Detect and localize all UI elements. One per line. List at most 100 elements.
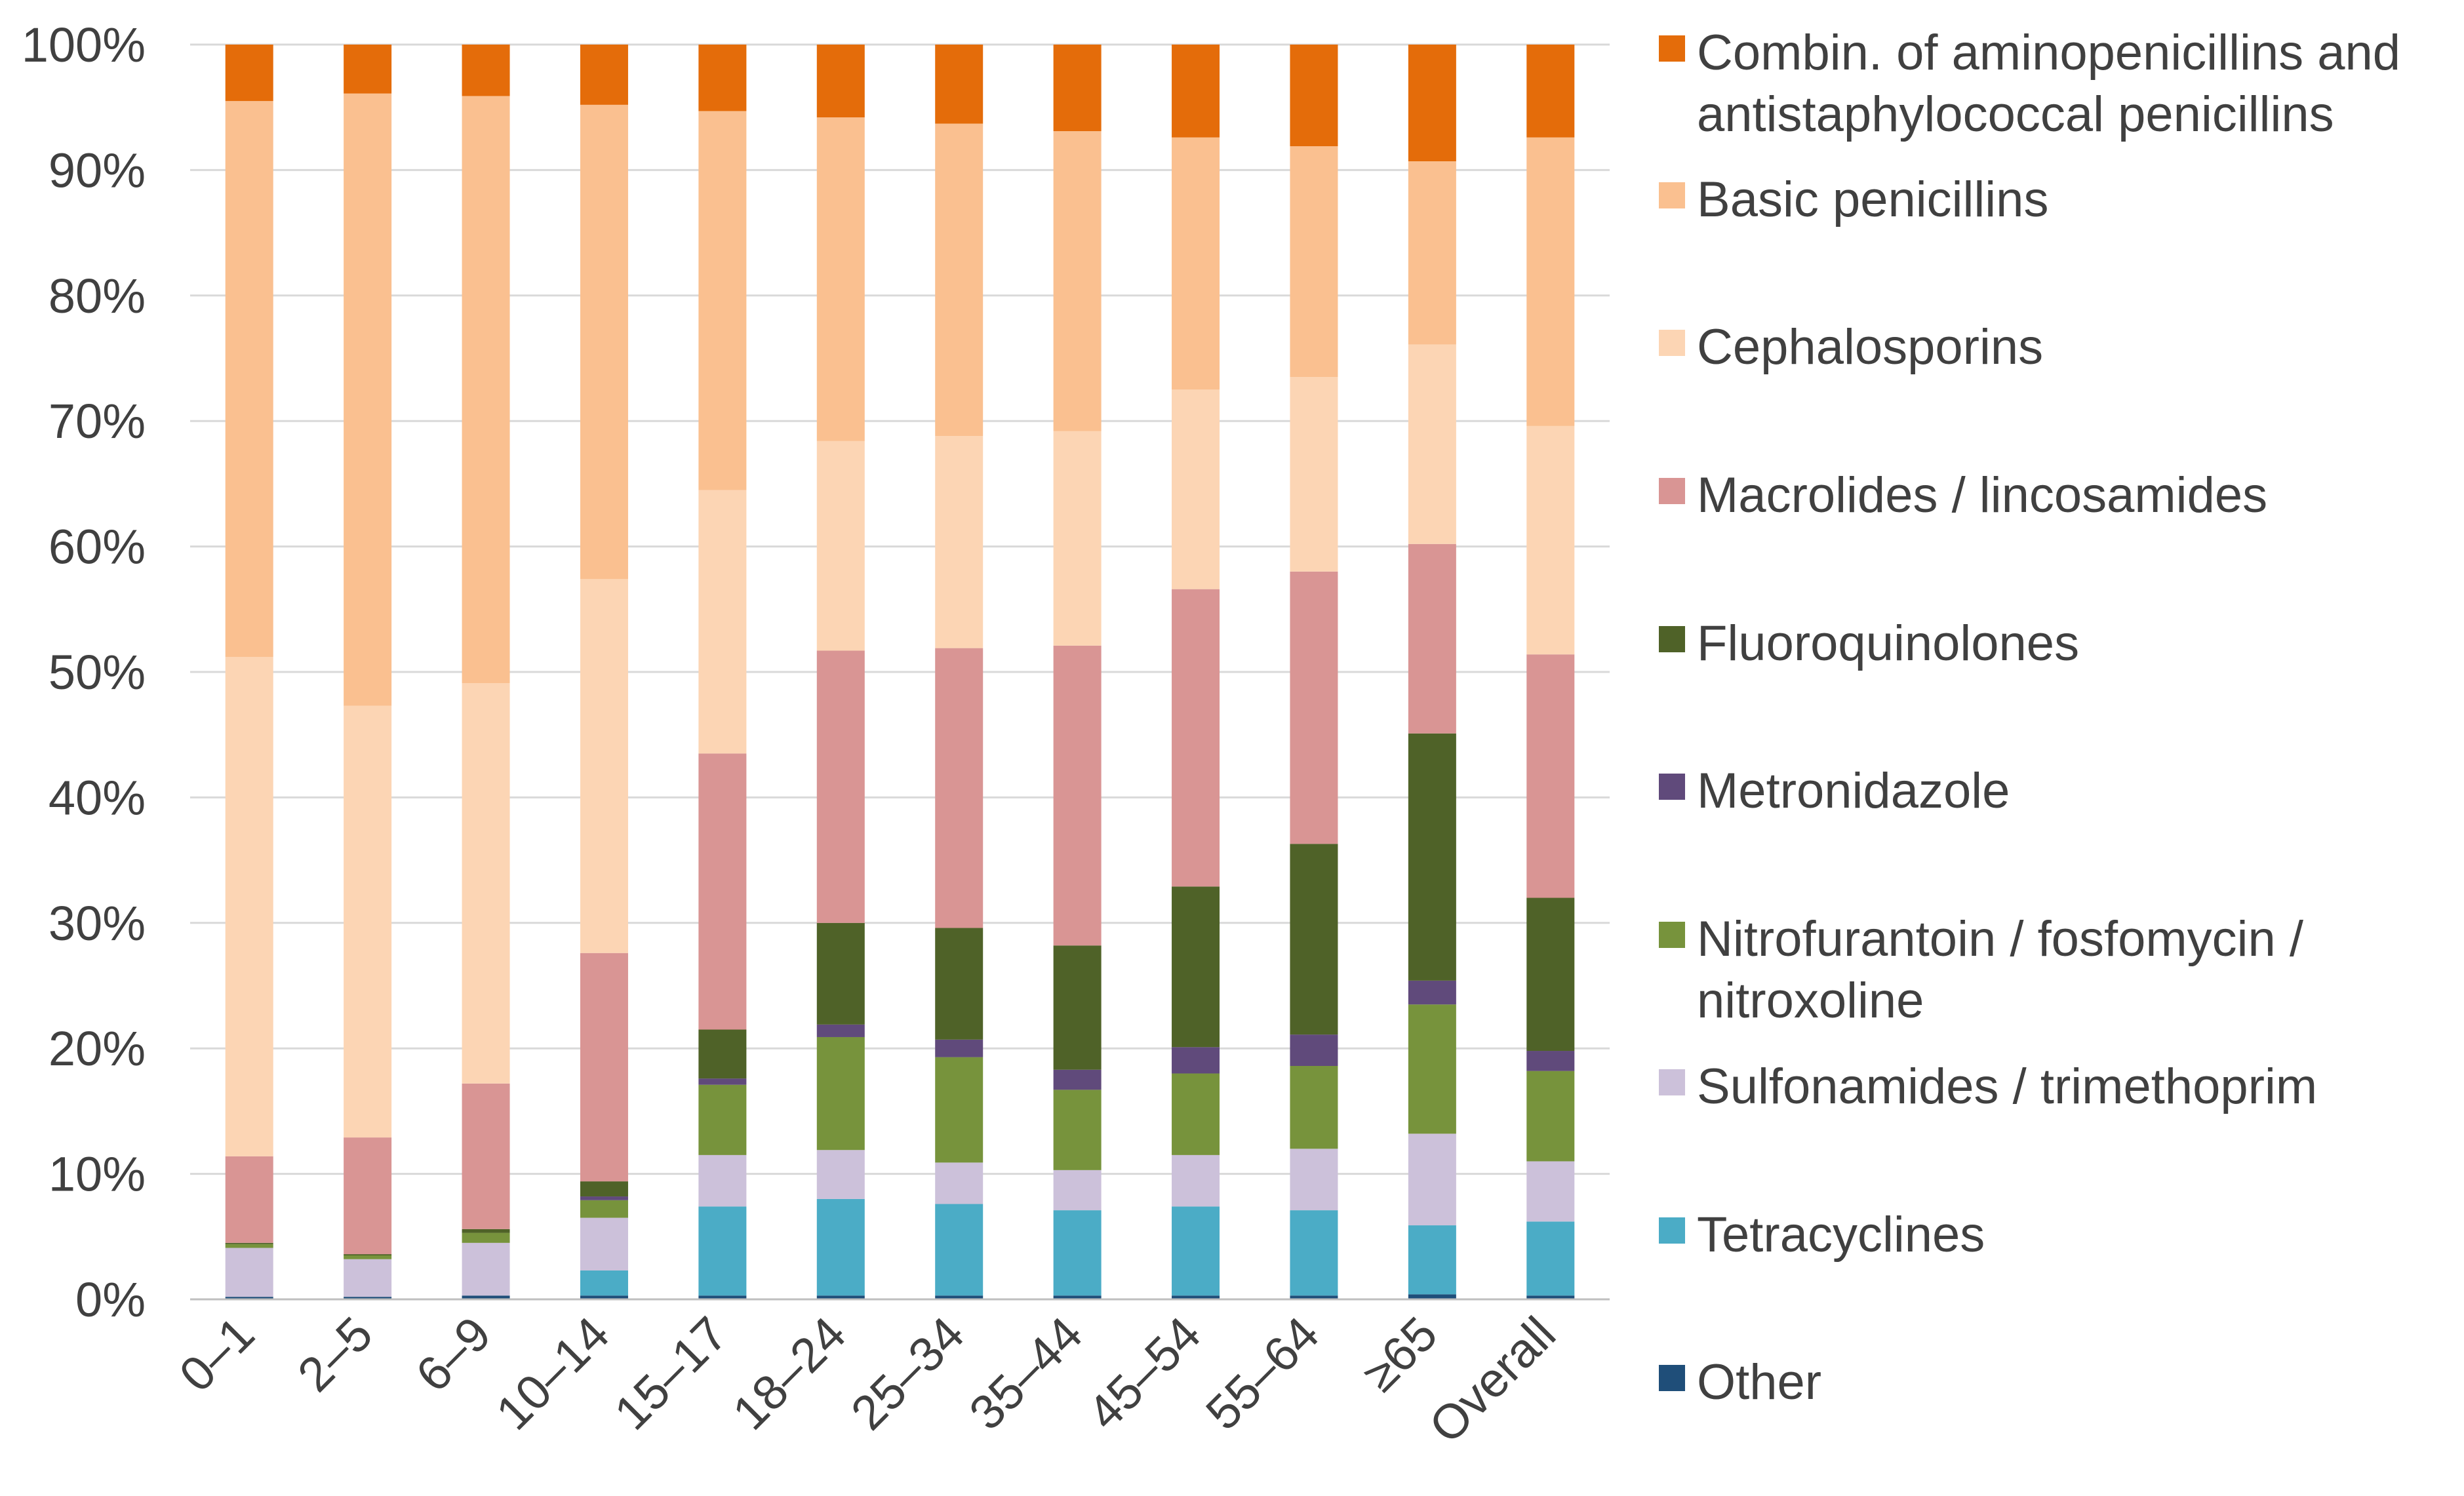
bar-segment bbox=[1290, 1295, 1338, 1299]
bar-segment bbox=[462, 96, 510, 684]
bar-segment bbox=[698, 111, 747, 490]
bar-segment bbox=[225, 1297, 273, 1299]
y-tick-label: 90% bbox=[49, 143, 146, 197]
legend-item: Macrolides / lincosamides bbox=[1659, 467, 2267, 523]
bar-segment bbox=[698, 45, 747, 111]
bar-segment bbox=[580, 1200, 628, 1218]
y-tick-label: 70% bbox=[49, 394, 146, 448]
bar-segment bbox=[1408, 161, 1456, 345]
legend: Combin. of aminopenicillins and antistaph… bbox=[1659, 25, 2400, 1410]
bar-segment bbox=[462, 45, 510, 96]
bar-segment bbox=[1053, 1090, 1102, 1170]
bar-segment bbox=[1290, 377, 1338, 572]
y-tick-label: 10% bbox=[49, 1147, 146, 1202]
bar-segment bbox=[1526, 1071, 1575, 1162]
bar-segment bbox=[935, 648, 984, 928]
bar-segment bbox=[935, 928, 984, 1040]
legend-swatch bbox=[1659, 1217, 1685, 1244]
bar-segment bbox=[580, 953, 628, 1182]
bar-segment bbox=[816, 1024, 865, 1037]
bar-segment bbox=[1172, 137, 1220, 390]
bar-segment bbox=[1053, 45, 1102, 132]
bar-segment bbox=[1290, 1210, 1338, 1296]
bar-segment bbox=[344, 93, 392, 706]
bar-segment bbox=[935, 123, 984, 437]
bar-segment bbox=[698, 1029, 747, 1079]
bar-segment bbox=[1526, 1295, 1575, 1299]
bar-segment bbox=[1526, 425, 1575, 655]
legend-swatch bbox=[1659, 922, 1685, 948]
legend-swatch bbox=[1659, 478, 1685, 504]
bar-segment bbox=[1526, 654, 1575, 898]
bar-segment bbox=[1408, 543, 1456, 734]
bar-segment bbox=[816, 650, 865, 923]
bar-segment bbox=[935, 45, 984, 124]
bar-segment bbox=[344, 1137, 392, 1255]
bar-segment bbox=[1408, 1225, 1456, 1295]
legend-label: Sulfonamides / trimethoprim bbox=[1697, 1059, 2317, 1114]
bar-segment bbox=[344, 1254, 392, 1256]
legend-swatch bbox=[1659, 330, 1685, 356]
bar-segment bbox=[698, 1295, 747, 1299]
bar-segment bbox=[816, 441, 865, 651]
bar-segment bbox=[698, 753, 747, 1030]
bar-segment bbox=[1053, 131, 1102, 431]
bar-segment bbox=[816, 1198, 865, 1296]
bar-segment bbox=[935, 436, 984, 648]
legend-label: Basic penicillins bbox=[1697, 172, 2048, 227]
x-tick-label: 0–1 bbox=[169, 1307, 265, 1402]
bar-segment bbox=[344, 1255, 392, 1259]
bar-segment bbox=[698, 1206, 747, 1296]
bar-segment bbox=[344, 1297, 392, 1299]
bar-segment bbox=[935, 1057, 984, 1163]
bar-segment bbox=[1172, 886, 1220, 1048]
legend-item: Combin. of aminopenicillins and antistaph… bbox=[1659, 25, 2400, 142]
bar-segment bbox=[1053, 645, 1102, 946]
bar-segment bbox=[462, 683, 510, 1084]
legend-label: Fluoroquinolones bbox=[1697, 616, 2079, 671]
bar-segment bbox=[580, 45, 628, 105]
y-tick-label: 50% bbox=[49, 645, 146, 699]
bar-segment bbox=[1290, 1065, 1338, 1149]
bar-segment bbox=[580, 1295, 628, 1299]
bar-segment bbox=[1172, 589, 1220, 887]
bar-segment bbox=[1526, 897, 1575, 1052]
legend-label: Nitrofurantoin / fosfomycin / bbox=[1697, 911, 2304, 967]
bar-segment bbox=[225, 1156, 273, 1243]
bar-segment bbox=[1408, 45, 1456, 162]
bar-segment bbox=[935, 1204, 984, 1296]
bar-segment bbox=[816, 922, 865, 1025]
x-tick-label: 2–5 bbox=[287, 1307, 383, 1402]
bar-segment bbox=[1408, 344, 1456, 544]
bar-segment bbox=[816, 45, 865, 118]
legend-label: antistaphylococcal penicillins bbox=[1697, 87, 2334, 142]
bar-segment bbox=[816, 1295, 865, 1299]
bar-segment bbox=[344, 45, 392, 94]
legend-swatch bbox=[1659, 35, 1685, 62]
bar-segment bbox=[935, 1295, 984, 1299]
gridlines bbox=[190, 43, 1610, 1175]
bar-segment bbox=[462, 1083, 510, 1229]
bar-segment bbox=[1172, 1295, 1220, 1299]
bar-segment bbox=[580, 1196, 628, 1200]
bar-segment bbox=[1408, 1133, 1456, 1226]
bar-segment bbox=[1172, 1154, 1220, 1207]
bar-segment bbox=[462, 1295, 510, 1299]
y-tick-label: 40% bbox=[49, 770, 146, 825]
x-axis-ticks: 0–1 2–5 6–910–1415–1718–2425–3435–4445–545… bbox=[169, 1307, 1566, 1453]
legend-label: Other bbox=[1697, 1354, 1821, 1410]
legend-swatch bbox=[1659, 1069, 1685, 1095]
x-tick-label: 25–34 bbox=[841, 1307, 974, 1440]
bar-segment bbox=[344, 705, 392, 1138]
y-tick-label: 0% bbox=[75, 1272, 146, 1327]
x-tick-label: Overall bbox=[1419, 1307, 1566, 1453]
bar-segment bbox=[344, 1259, 392, 1297]
legend-item: Tetracyclines bbox=[1659, 1207, 1985, 1263]
legend-item: Sulfonamides / trimethoprim bbox=[1659, 1059, 2317, 1114]
y-tick-label: 20% bbox=[49, 1021, 146, 1076]
x-tick-label: ≥65 bbox=[1352, 1307, 1448, 1402]
legend-swatch bbox=[1659, 1365, 1685, 1391]
bars bbox=[225, 45, 1575, 1299]
